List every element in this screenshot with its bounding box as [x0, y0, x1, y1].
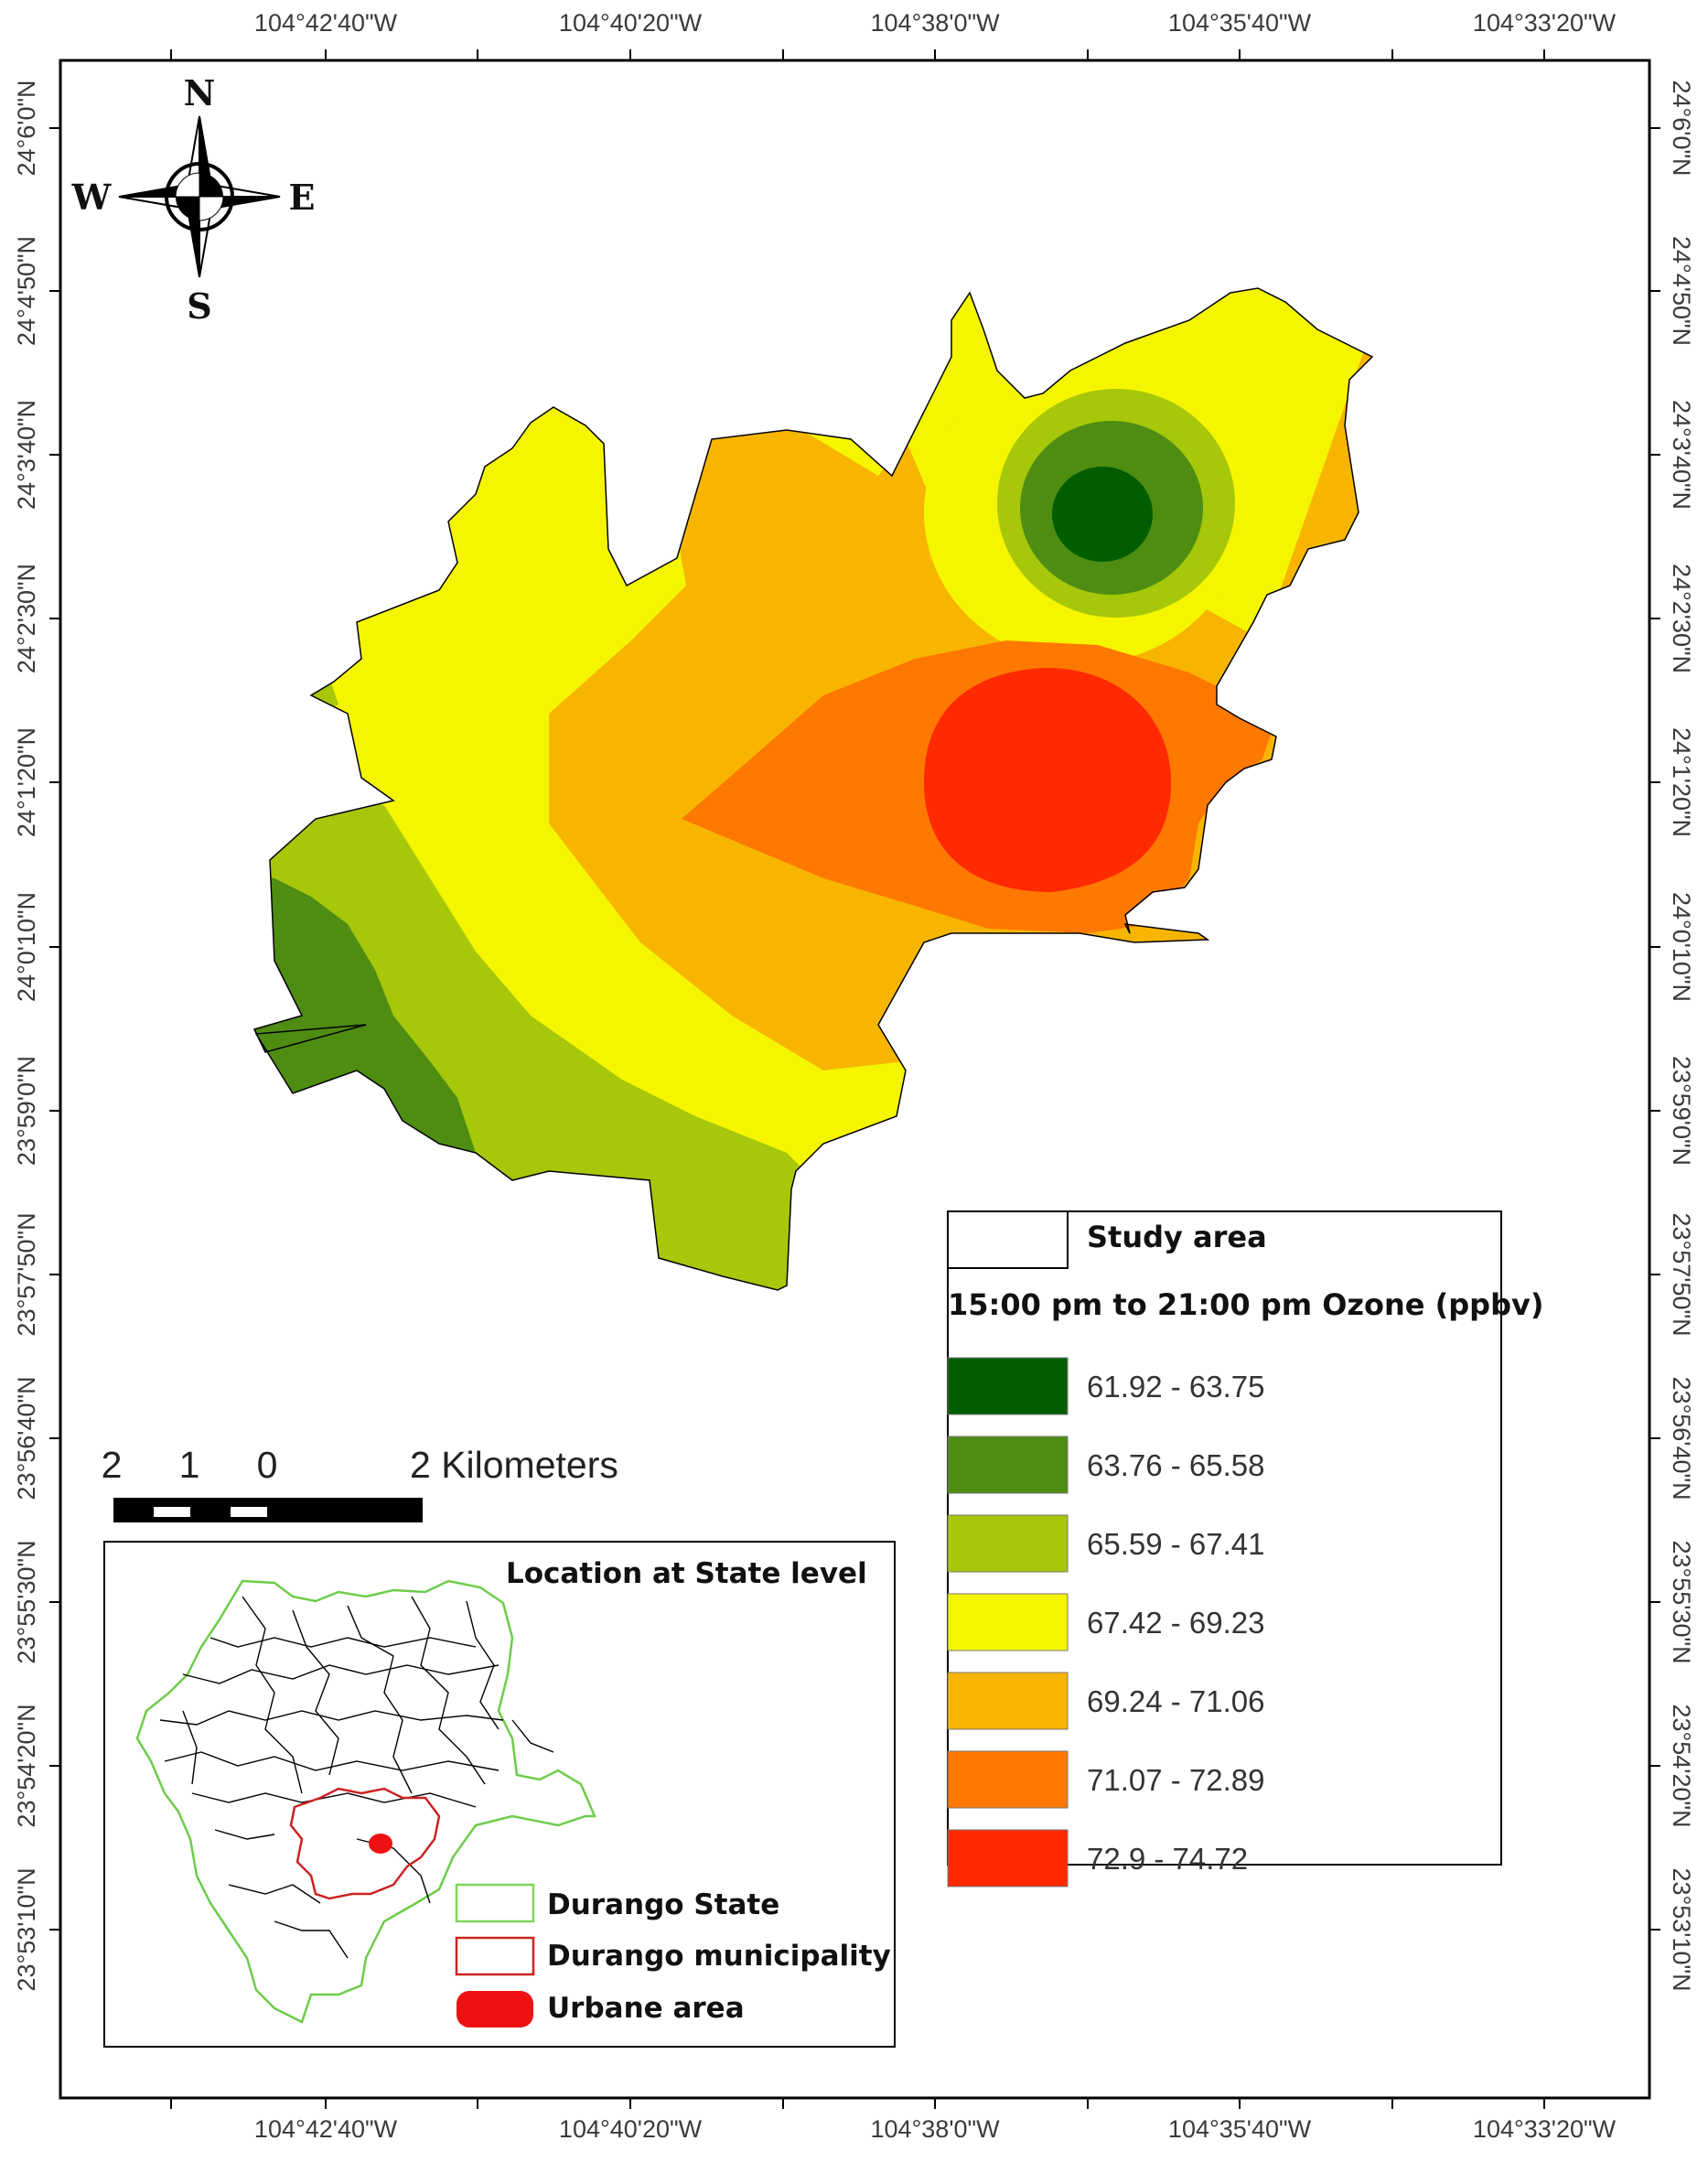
- lat-label-right: 24°0'10"N: [1668, 892, 1695, 1002]
- durango-municipality-outline: [289, 1787, 441, 1900]
- north-label: N: [184, 72, 216, 113]
- legend-class-label: 65.59 - 67.41: [1087, 1527, 1265, 1561]
- lon-label-bottom: 104°40'20"W: [559, 2115, 703, 2143]
- scale-label-0: 0: [257, 1444, 278, 1486]
- lat-label-left: 23°57'50"N: [13, 1212, 40, 1336]
- urban-area-label: Urbane area: [547, 1992, 745, 2025]
- lat-label-right: 24°6'0"N: [1668, 80, 1695, 176]
- legend-class-label: 61.92 - 63.75: [1087, 1370, 1265, 1404]
- municipality-lines: [159, 1596, 554, 1959]
- legend-swatch: [947, 1672, 1069, 1730]
- legend-class-label: 63.76 - 65.58: [1087, 1448, 1265, 1482]
- legend-class-label: 69.24 - 71.06: [1087, 1684, 1265, 1718]
- lat-label-left: 23°54'20"N: [13, 1704, 40, 1827]
- durango-state-label: Durango State: [547, 1888, 779, 1921]
- zone-61-63-ne: [1052, 467, 1153, 562]
- east-label: E: [289, 177, 316, 218]
- west-label: W: [71, 177, 113, 218]
- legend-swatch: [947, 1593, 1069, 1651]
- south-label: S: [187, 285, 211, 327]
- legend-class-label: 72.9 - 74.72: [1087, 1842, 1248, 1876]
- lat-label-left: 24°2'30"N: [13, 564, 40, 673]
- legend-swatch: [947, 1357, 1069, 1415]
- lon-label-bottom: 104°42'40"W: [254, 2115, 398, 2143]
- urban-area-mark: [369, 1834, 392, 1854]
- lat-label-right: 24°4'50"N: [1668, 236, 1695, 346]
- lat-label-left: 24°6'0"N: [13, 80, 40, 176]
- lat-label-left: 23°53'10"N: [13, 1867, 40, 1991]
- legend: Study area 15:00 pm to 21:00 pm Ozone (p…: [947, 1210, 1543, 1888]
- north-arrow: N S E W: [71, 72, 316, 327]
- lon-label-bottom: 104°38'0"W: [870, 2115, 1000, 2143]
- inset-map: Location at State level Durango St: [103, 1541, 896, 2048]
- lat-label-left: 23°55'30"N: [13, 1540, 40, 1663]
- lon-label-top: 104°38'0"W: [870, 9, 1000, 37]
- legend-classes: 61.92 - 63.75 63.76 - 65.58 65.59 - 67.41 6…: [947, 1357, 1265, 1888]
- legend-swatch: [947, 1436, 1069, 1494]
- lon-label-top: 104°40'20"W: [559, 9, 703, 37]
- legend-swatch: [947, 1829, 1069, 1888]
- legend-class-label: 67.42 - 69.23: [1087, 1606, 1265, 1640]
- lat-label-right: 24°3'40"N: [1668, 400, 1695, 510]
- lat-label-left: 24°0'10"N: [13, 892, 40, 1002]
- scale-label-km: 2 Kilometers: [410, 1444, 618, 1486]
- durango-municipality-label: Durango municipality: [547, 1940, 891, 1973]
- lat-label-right: 24°1'20"N: [1668, 727, 1695, 837]
- lat-label-right: 23°53'10"N: [1668, 1867, 1695, 1991]
- lon-label-bottom: 104°33'20"W: [1473, 2115, 1617, 2143]
- study-area-label: Study area: [1087, 1220, 1267, 1254]
- lat-label-right: 23°56'40"N: [1668, 1376, 1695, 1500]
- zone-72-74: [924, 667, 1171, 892]
- lon-label-top: 104°42'40"W: [254, 9, 398, 37]
- lat-label-left: 24°4'50"N: [13, 236, 40, 346]
- legend-swatch: [947, 1750, 1069, 1809]
- lon-label-bottom: 104°35'40"W: [1168, 2115, 1312, 2143]
- lat-label-left: 23°59'0"N: [13, 1056, 40, 1166]
- inset-title: Location at State level: [506, 1557, 867, 1590]
- lat-label-right: 24°2'30"N: [1668, 564, 1695, 673]
- scale-label-2-left: 2: [102, 1444, 123, 1486]
- lat-label-left: 23°56'40"N: [13, 1376, 40, 1500]
- scale-label-1: 1: [179, 1444, 200, 1486]
- lat-label-left: 24°1'20"N: [13, 727, 40, 837]
- study-area-outline: [252, 287, 1374, 1291]
- scale-bar: 2 1 0 2 Kilometers: [102, 1444, 618, 1522]
- durango-state-outline: [135, 1579, 596, 2024]
- lat-label-right: 23°57'50"N: [1668, 1212, 1695, 1336]
- graticule: 104°42'40"W 104°42'40"W 104°40'20"W 104°40'…: [13, 9, 1695, 2143]
- lat-label-right: 23°59'0"N: [1668, 1056, 1695, 1166]
- lat-label-left: 24°3'40"N: [13, 400, 40, 510]
- durango-state-swatch: [455, 1883, 535, 1923]
- legend-title: 15:00 pm to 21:00 pm Ozone (ppbv): [948, 1287, 1543, 1322]
- lat-label-right: 23°55'30"N: [1668, 1540, 1695, 1663]
- urban-area-swatch: [457, 1991, 533, 2028]
- legend-swatch: [947, 1514, 1069, 1573]
- legend-class-label: 71.07 - 72.89: [1087, 1763, 1265, 1797]
- lon-label-top: 104°33'20"W: [1473, 9, 1617, 37]
- lon-label-top: 104°35'40"W: [1168, 9, 1312, 37]
- study-area-swatch: [947, 1210, 1069, 1269]
- lat-label-right: 23°54'20"N: [1668, 1704, 1695, 1827]
- durango-municipality-swatch: [455, 1936, 535, 1976]
